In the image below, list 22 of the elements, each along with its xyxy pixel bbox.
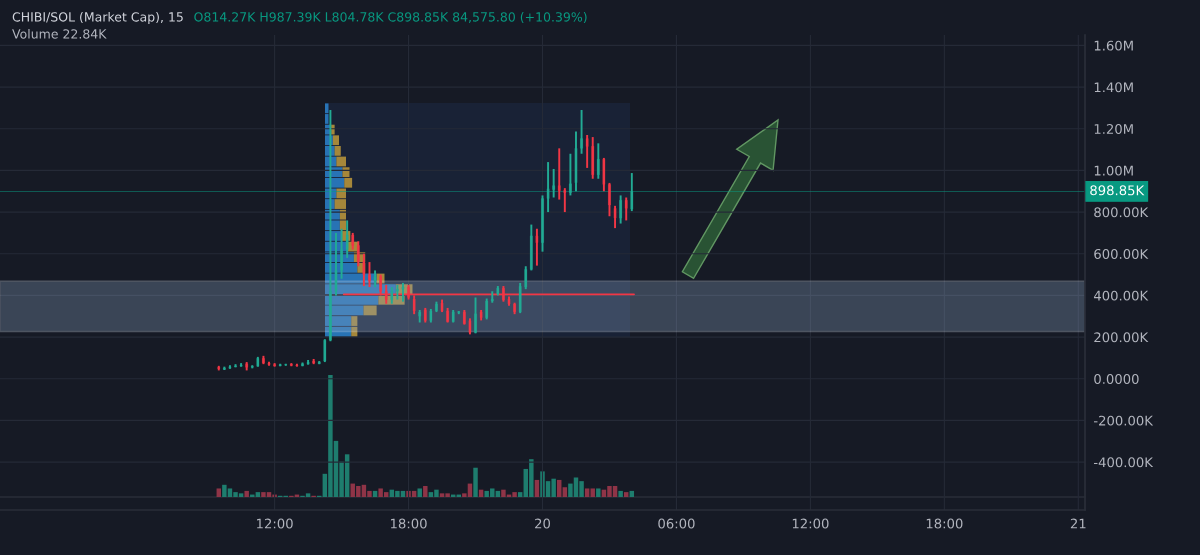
ref-line-label: 898.85K [1090,185,1145,196]
x-tick-label: 06:00 [658,518,695,529]
y-tick-label: 1.40M [1094,82,1133,93]
y-tick-label: 1.00M [1094,165,1133,176]
x-tick-label: 18:00 [390,518,427,529]
chart-title: CHIBI/SOL (Market Cap), 15 [12,11,183,25]
x-tick-label: 18:00 [926,518,963,529]
y-tick-label: 800.00K [1094,207,1149,218]
chart-subtitle: O814.27K H987.39K L804.78K C898.85K 84,575.80 (+10.39%) [194,11,587,24]
y-tick-label: 0.0000 [1094,373,1139,384]
y-tick-label: 1.60M [1094,40,1133,51]
y-tick-label: 1.20M [1094,123,1133,134]
annotation: Volume 22.84K [12,28,107,39]
y-tick-label: 600.00K [1094,248,1149,259]
y-tick-label: -200.00K [1093,415,1154,426]
x-tick-label: 21 [1070,518,1086,529]
x-tick-label: 12:00 [792,518,829,529]
x-tick-label: 20 [535,518,551,529]
y-tick-label: -400.00K [1093,457,1154,468]
y-tick-label: 200.00K [1094,332,1149,343]
y-tick-label: 400.00K [1093,290,1149,301]
x-tick-label: 12:00 [257,518,293,529]
